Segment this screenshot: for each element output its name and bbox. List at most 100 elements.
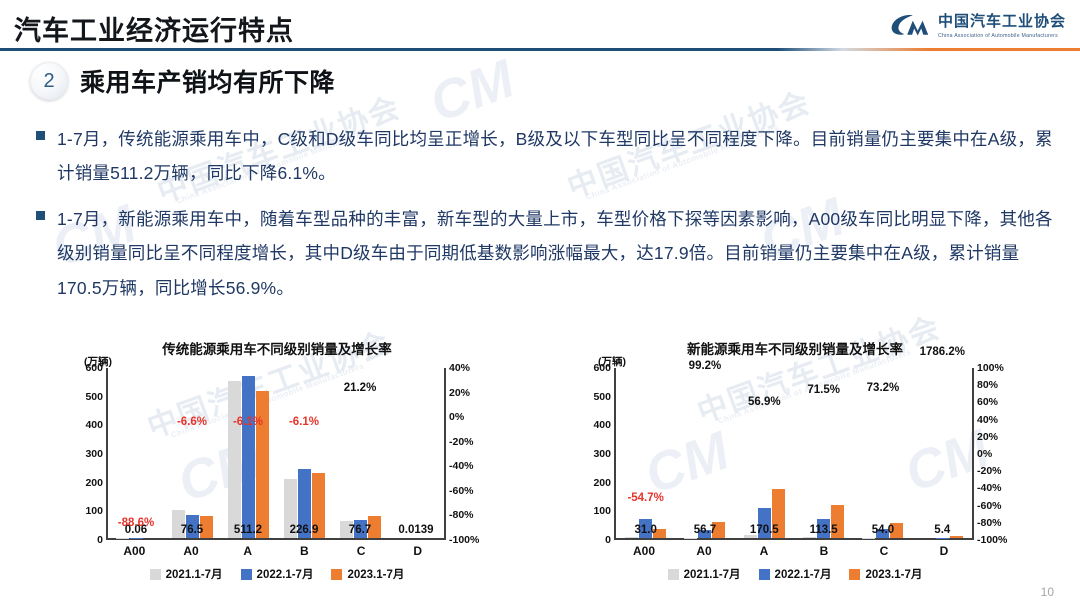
- chart-traditional-energy: 传统能源乘用车不同级别销量及增长率 (万辆) 600 500 400 300 200 10…: [62, 338, 492, 588]
- chart-title: 新能源乘用车不同级别销量及增长率: [687, 342, 903, 357]
- growth-rate-label: -6.1%: [288, 415, 320, 428]
- secondary-y-axis-tick: -40%: [977, 482, 1002, 495]
- legend-item[interactable]: 2022.1-7月: [758, 566, 832, 582]
- bar-group: 5.4 1786.2%: [913, 346, 972, 538]
- bar-group: 31.0 -54.7%: [616, 368, 675, 538]
- y-axis-tick: 300: [593, 448, 611, 460]
- bar-value-label: 113.5: [809, 524, 838, 536]
- secondary-y-axis-tick: -100%: [977, 534, 1008, 546]
- secondary-y-axis-tick: 0%: [449, 411, 465, 424]
- y-axis-tick: 300: [85, 448, 103, 460]
- bar-group: 170.5 56.9%: [735, 368, 794, 538]
- bar: [199, 516, 213, 538]
- y-axis-tick: 100: [593, 505, 611, 518]
- section-heading: 2 乘用车产销均有所下降: [30, 62, 335, 100]
- legend-swatch-icon: [240, 568, 252, 580]
- bar: [876, 529, 890, 538]
- secondary-y-axis-tick: 80%: [977, 379, 999, 392]
- y-axis-tick: 500: [593, 390, 611, 403]
- legend-label: 2022.1-7月: [774, 569, 832, 581]
- bar: [171, 510, 185, 538]
- bar-group: 0.06 -88.6%: [108, 368, 164, 538]
- bar: [757, 507, 771, 538]
- header: 汽车工业经济运行特点 中国汽车工业协会 China Association of…: [0, 0, 1080, 52]
- growth-rate-label: -88.6%: [117, 516, 155, 529]
- legend-label: 2021.1-7月: [683, 569, 741, 581]
- legend-item[interactable]: 2021.1-7月: [149, 566, 223, 582]
- legend-swatch-icon: [331, 568, 343, 580]
- charts-area: 传统能源乘用车不同级别销量及增长率 (万辆) 600 500 400 300 200 10…: [0, 338, 1080, 588]
- secondary-y-axis-tick: 60%: [977, 396, 999, 409]
- list-item: 1-7月，传统能源乘用车中，C级和D级车同比均呈正增长，B级及以下车型同比呈不同…: [36, 122, 1056, 190]
- bar: [803, 536, 817, 538]
- plot-area: 600 500 400 300 200 100 0 40% 20% 0% -20% -40% -60% -…: [85, 362, 479, 546]
- y-axis-tick: 0: [97, 534, 103, 546]
- bar-value-label: 76.7: [348, 524, 372, 536]
- legend-swatch-icon: [149, 568, 161, 580]
- secondary-y-axis-tick: -80%: [449, 509, 474, 522]
- bar-value-label: 31.0: [634, 524, 657, 536]
- growth-rate-label: 21.2%: [343, 382, 377, 395]
- y-axis-tick: 200: [593, 476, 611, 489]
- bar-group: 226.9 -6.1%: [276, 368, 332, 538]
- cm-logo-icon: [891, 14, 929, 35]
- secondary-y-axis-tick: 20%: [449, 386, 471, 399]
- secondary-y-axis-tick: 20%: [977, 430, 999, 443]
- y-axis-tick: 0: [605, 534, 611, 546]
- growth-rate-label: 56.9%: [748, 396, 781, 409]
- secondary-y-axis-tick: -40%: [449, 460, 474, 473]
- y-axis-tick: 400: [593, 419, 611, 432]
- y-axis-tick: 100: [85, 505, 103, 518]
- bullet-list: 1-7月，传统能源乘用车中，C级和D级车同比均呈正增长，B级及以下车型同比呈不同…: [36, 122, 1056, 317]
- section-title: 乘用车产销均有所下降: [80, 69, 336, 97]
- bar: [353, 519, 367, 538]
- x-axis-label: A0: [183, 544, 199, 558]
- x-axis-label: D: [939, 544, 949, 558]
- legend-item[interactable]: 2023.1-7月: [849, 566, 922, 582]
- secondary-y-axis-tick: 40%: [977, 413, 999, 426]
- growth-rate-label: -6.6%: [176, 416, 208, 429]
- legend-item[interactable]: 2021.1-7月: [667, 566, 741, 582]
- bar: [367, 516, 381, 538]
- page-title: 汽车工业经济运行特点: [14, 16, 294, 46]
- bar: [653, 529, 667, 538]
- bar: [311, 472, 325, 538]
- bar: [255, 391, 269, 538]
- square-bullet-icon: [36, 211, 45, 221]
- square-bullet-icon: [36, 131, 45, 140]
- bullet-text: 1-7月，新能源乘用车中，随着车型品种的丰富，新车型的大量上市，车型价格下探等因…: [57, 209, 1053, 298]
- bullet-text: 1-7月，传统能源乘用车中，C级和D级车同比均呈正增长，B级及以下车型同比呈不同…: [57, 129, 1053, 184]
- logo-chinese-name: 中国汽车工业协会: [937, 13, 1066, 30]
- bar: [625, 537, 639, 538]
- bar-group: 56.7 99.2%: [675, 360, 734, 538]
- x-axis-label: A: [243, 544, 253, 558]
- x-axis-label: D: [413, 544, 423, 558]
- legend-label: 2023.1-7月: [865, 569, 923, 581]
- x-axis-labels: A00 A0 A B C D: [106, 544, 446, 558]
- bar: [949, 536, 963, 538]
- chart-new-energy: 新能源乘用车不同级别销量及增长率 (万辆) 600 500 400 300 200 100…: [570, 338, 1020, 588]
- bar-value-label: 170.5: [749, 524, 779, 536]
- growth-rate-label: -54.7%: [627, 492, 664, 505]
- bar: [241, 376, 255, 538]
- growth-rate-label: 71.5%: [807, 383, 840, 396]
- list-item: 1-7月，新能源乘用车中，随着车型品种的丰富，新车型的大量上市，车型价格下探等因…: [36, 202, 1056, 304]
- bar-value-label: 54.0: [871, 524, 895, 536]
- legend-swatch-icon: [849, 568, 861, 580]
- chart-unit-label: (万辆): [598, 356, 626, 368]
- legend-item[interactable]: 2022.1-7月: [240, 566, 313, 582]
- logo-english-name: China Association of Automobile Manufact…: [937, 33, 1058, 39]
- x-axis-label: C: [879, 544, 889, 558]
- legend-swatch-icon: [667, 568, 679, 580]
- legend-item[interactable]: 2023.1-7月: [331, 566, 404, 582]
- secondary-y-axis-tick: -60%: [977, 499, 1002, 512]
- growth-rate-label: -6.1%: [232, 415, 264, 428]
- bar: [817, 519, 831, 538]
- bar-value-label: 226.9: [289, 524, 319, 536]
- x-axis-label: A00: [632, 544, 655, 558]
- bar: [698, 529, 712, 538]
- bar: [297, 468, 311, 538]
- bar: [743, 535, 757, 538]
- bar: [339, 520, 353, 538]
- bar: [712, 521, 726, 538]
